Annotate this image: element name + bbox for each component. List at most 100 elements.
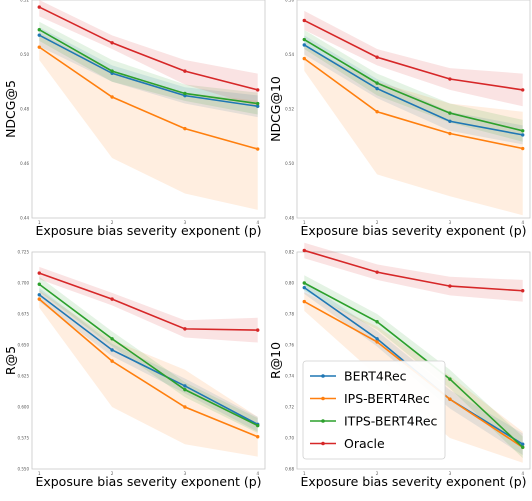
- x-axis-label: Exposure bias severity exponent (p): [35, 223, 261, 238]
- data-point: [448, 77, 452, 81]
- x-tick-label: 4: [256, 220, 259, 225]
- series-line: [38, 29, 258, 105]
- data-point: [183, 327, 187, 331]
- data-point: [110, 359, 114, 363]
- data-point: [256, 101, 260, 106]
- data-point: [375, 55, 379, 59]
- data-point: [521, 88, 525, 92]
- x-tick-label: 3: [449, 220, 452, 225]
- data-point: [302, 37, 306, 42]
- y-tick-label: 0.700: [18, 281, 30, 286]
- confidence-band: [304, 29, 523, 142]
- confidence-band: [39, 32, 258, 210]
- series-line: [38, 298, 259, 438]
- y-tick-label: 0.44: [20, 216, 29, 221]
- data-point: [521, 289, 525, 293]
- data-point: [110, 297, 114, 301]
- y-tick-label: 0.650: [18, 343, 30, 348]
- series-line: [38, 6, 258, 91]
- x-tick-label: 1: [303, 220, 306, 225]
- series-line: [303, 19, 523, 91]
- plot-area: [31, 251, 266, 470]
- data-point: [110, 337, 114, 341]
- data-point: [256, 435, 260, 439]
- y-tick-label: 0.82: [285, 250, 294, 255]
- y-tick-label: 0.550: [18, 467, 30, 472]
- chart-panel-2: 0.48 0.50 0.52 0.54 0.56 1 2 3 4 NDCG@10 Exposure …: [268, 0, 531, 238]
- data-point: [110, 95, 114, 99]
- legend-marker: [321, 419, 325, 423]
- y-tick-label: 0.600: [18, 405, 30, 410]
- x-axis-label: Exposure bias severity exponent (p): [35, 474, 261, 489]
- data-point: [302, 299, 306, 304]
- data-point: [302, 43, 306, 47]
- data-point: [110, 348, 114, 352]
- confidence-band: [304, 46, 523, 216]
- data-point: [448, 284, 452, 288]
- data-point: [183, 126, 187, 131]
- data-point: [183, 384, 187, 388]
- data-point: [302, 248, 306, 253]
- data-point: [256, 88, 260, 92]
- x-tick-label: 2: [111, 471, 114, 476]
- y-tick-label: 0.725: [18, 250, 30, 255]
- legend-entry: ITPS-BERT4Rec: [344, 414, 438, 429]
- data-point: [375, 337, 379, 341]
- data-point: [256, 328, 260, 332]
- y-tick-label: 0.575: [18, 436, 30, 441]
- x-tick-label: 4: [521, 220, 524, 225]
- confidence-band: [39, 276, 258, 434]
- y-tick-label: 0.74: [285, 374, 294, 379]
- y-tick-label: 0.48: [20, 107, 29, 112]
- series-line: [38, 283, 259, 427]
- y-tick-label: 0.76: [285, 343, 294, 348]
- data-point: [302, 56, 306, 61]
- legend-entry: BERT4Rec: [344, 369, 407, 384]
- y-axis-label: R@5: [3, 346, 18, 375]
- x-tick-label: 1: [303, 471, 306, 476]
- x-tick-label: 4: [521, 471, 524, 476]
- data-point: [37, 282, 41, 286]
- data-point: [521, 146, 525, 151]
- data-point: [375, 320, 379, 324]
- data-point: [37, 297, 41, 301]
- series-line: [303, 282, 524, 448]
- y-axis-label: NDCG@5: [3, 80, 18, 138]
- series-line: [303, 38, 523, 132]
- y-tick-label: 0.52: [285, 107, 294, 112]
- data-point: [375, 86, 379, 91]
- y-tick-label: 0.56: [285, 0, 294, 3]
- data-point: [375, 81, 379, 85]
- plot-area: [31, 0, 266, 219]
- series-line: [304, 249, 523, 292]
- data-point: [302, 281, 306, 285]
- x-tick-label: 1: [38, 220, 41, 225]
- data-point: [375, 110, 379, 114]
- y-tick-label: 0.52: [20, 0, 29, 3]
- series-line: [38, 46, 258, 150]
- x-tick-label: 3: [184, 471, 187, 476]
- y-axis-label: NDCG@10: [268, 76, 283, 142]
- data-point: [183, 69, 187, 73]
- confidence-band: [39, 0, 258, 107]
- x-axis-label: Exposure bias severity exponent (p): [300, 223, 526, 238]
- x-tick-label: 2: [376, 220, 379, 225]
- data-point: [448, 119, 452, 123]
- x-tick-label: 4: [256, 471, 259, 476]
- y-tick-label: 0.70: [285, 436, 294, 441]
- chart-panel-3: 0.550 0.575 0.600 0.625 0.650 0.675 0.700 0.725…: [3, 250, 266, 489]
- y-tick-label: 0.80: [285, 281, 294, 286]
- x-tick-label: 3: [449, 471, 452, 476]
- data-point: [448, 131, 452, 136]
- data-point: [37, 28, 41, 32]
- data-point: [448, 377, 452, 381]
- series-line: [38, 294, 259, 426]
- chart-panel-1: 0.44 0.46 0.48 0.50 0.52 1 2 3 4 NDCG@5 Exposure b…: [3, 0, 266, 238]
- data-point: [110, 41, 114, 45]
- x-tick-label: 1: [38, 471, 41, 476]
- legend-marker: [321, 396, 325, 401]
- data-point: [37, 5, 41, 9]
- y-axis-label: R@10: [268, 342, 283, 379]
- legend-marker: [321, 374, 325, 378]
